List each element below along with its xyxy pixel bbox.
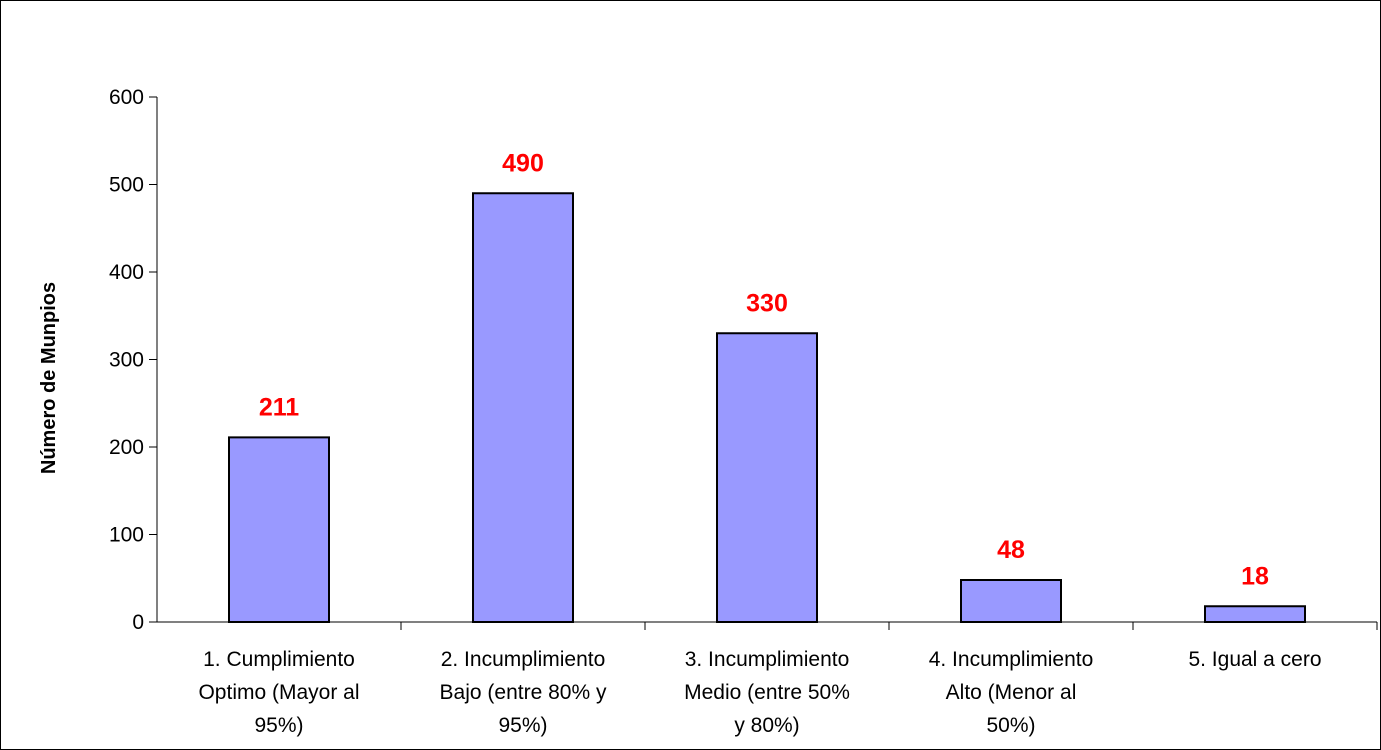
data-label: 490	[502, 149, 544, 177]
category-label: 1. Cumplimiento Optimo (Mayor al 95%)	[198, 648, 359, 737]
y-axis-title: Número de Munpios	[38, 282, 60, 474]
category-label-line: Medio (entre 50%	[684, 681, 850, 704]
bars	[228, 192, 1306, 623]
bar	[716, 332, 818, 623]
category-label: 2. Incumplimiento Bajo (entre 80% y 95%)	[440, 648, 607, 737]
y-tick-label: 400	[109, 261, 144, 284]
y-tick-label: 600	[109, 86, 144, 109]
bar	[228, 436, 330, 623]
category-label: 4. Incumplimiento Alto (Menor al 50%)	[929, 648, 1094, 737]
y-tick-label: 0	[132, 611, 144, 634]
y-tick-label: 100	[109, 524, 144, 547]
category-label: 5. Igual a cero	[1188, 648, 1321, 671]
category-label-line: Bajo (entre 80% y	[440, 681, 607, 704]
category-label-line: 2. Incumplimiento	[441, 648, 606, 671]
data-label: 211	[259, 393, 299, 421]
category-label-line: Optimo (Mayor al	[198, 681, 359, 704]
category-label-line: 1. Cumplimiento	[203, 648, 355, 671]
category-label-line: 50%)	[986, 714, 1035, 737]
data-label: 18	[1241, 562, 1269, 590]
data-label: 48	[997, 536, 1025, 564]
category-label-line: 5. Igual a cero	[1188, 648, 1321, 671]
data-label: 330	[746, 289, 788, 317]
x-axis	[157, 621, 1378, 630]
category-labels: 1. Cumplimiento Optimo (Mayor al 95%)2. In…	[198, 648, 1321, 737]
y-tick-label: 200	[109, 436, 144, 459]
y-tick-label: 300	[109, 349, 144, 372]
category-label-line: 4. Incumplimiento	[929, 648, 1094, 671]
bar	[960, 579, 1062, 623]
category-label-line: Alto (Menor al	[946, 681, 1077, 704]
category-label-line: 95%)	[254, 714, 303, 737]
y-axis: 0 100 200 300 400 500 600	[109, 86, 158, 634]
bar	[1204, 605, 1306, 623]
category-label-line: 3. Incumplimiento	[685, 648, 850, 671]
category-label-line: 95%)	[498, 714, 547, 737]
category-label-line: y 80%)	[734, 714, 799, 737]
y-tick-label: 500	[109, 174, 144, 197]
category-label: 3. Incumplimiento Medio (entre 50% y 80%)	[684, 648, 850, 737]
data-labels: 211 490 330 48 18	[259, 149, 1269, 590]
bar	[472, 192, 574, 623]
